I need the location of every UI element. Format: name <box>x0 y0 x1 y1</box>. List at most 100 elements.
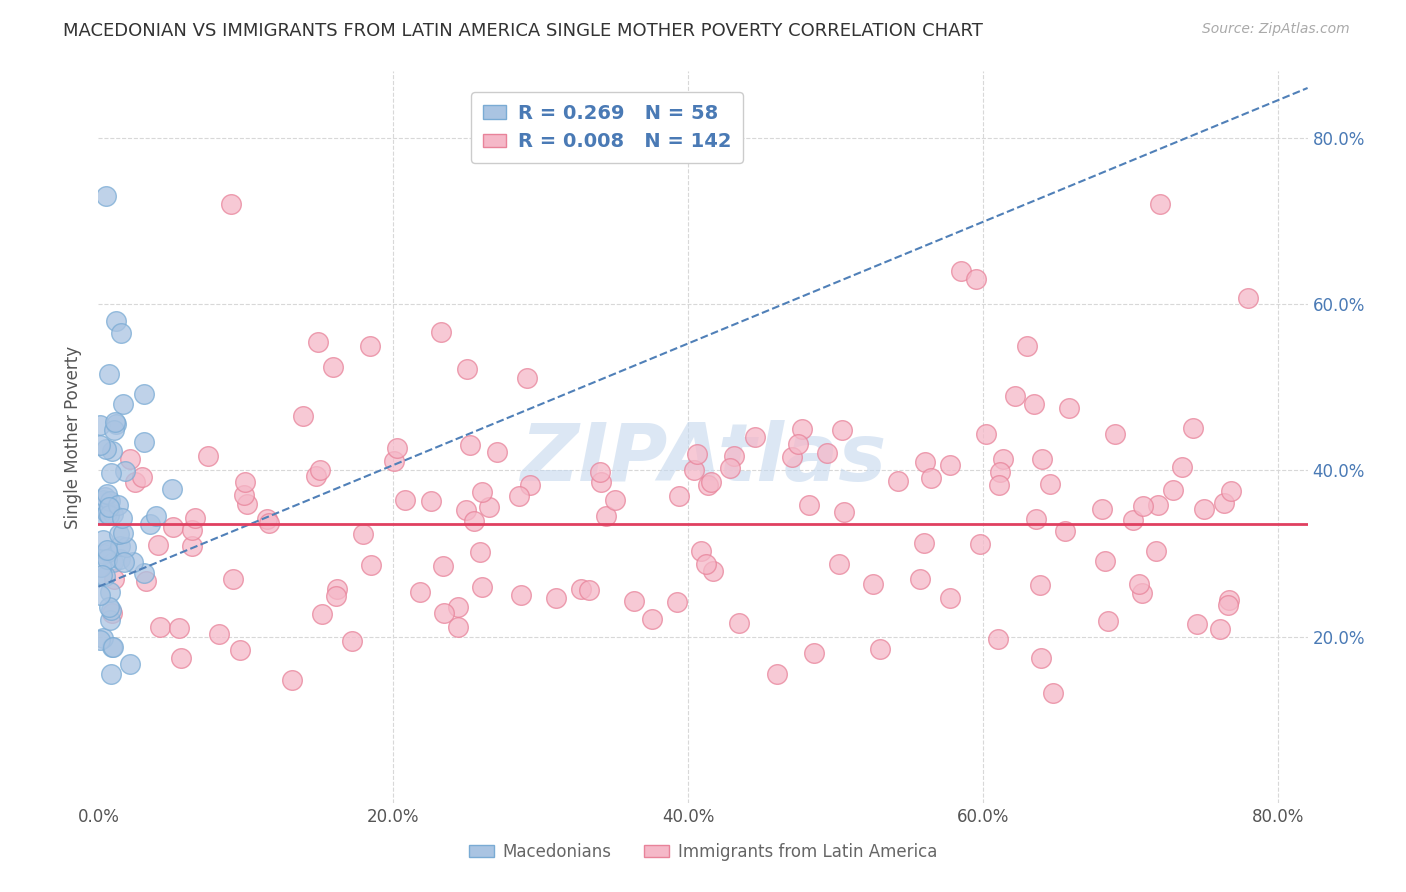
Point <box>456 362 478 376</box>
Point <box>181 540 204 554</box>
Point <box>170 651 193 665</box>
Point <box>1091 501 1114 516</box>
Point <box>326 582 349 597</box>
Point <box>950 264 973 278</box>
Point <box>832 505 855 519</box>
Point <box>912 536 935 550</box>
Point <box>765 667 787 681</box>
Point <box>447 620 470 634</box>
Point <box>112 556 135 570</box>
Text: MACEDONIAN VS IMMIGRANTS FROM LATIN AMERICA SINGLE MOTHER POVERTY CORRELATION CH: MACEDONIAN VS IMMIGRANTS FROM LATIN AMER… <box>63 22 983 40</box>
Point <box>132 435 155 450</box>
Point <box>394 493 416 508</box>
Point <box>595 509 617 524</box>
Point <box>281 673 304 687</box>
Point <box>256 511 278 525</box>
Point <box>433 606 456 620</box>
Point <box>105 417 128 431</box>
Point <box>780 450 803 464</box>
Point <box>96 543 118 558</box>
Point <box>98 613 121 627</box>
Point <box>107 498 129 512</box>
Point <box>965 272 987 286</box>
Point <box>1094 554 1116 568</box>
Point <box>1059 401 1081 415</box>
Point <box>112 397 135 411</box>
Point <box>1144 543 1167 558</box>
Point <box>623 594 645 608</box>
Point <box>89 417 111 432</box>
Point <box>100 467 122 481</box>
Point <box>589 465 612 479</box>
Point <box>98 585 121 599</box>
Point <box>93 533 115 548</box>
Point <box>359 339 381 353</box>
Point <box>103 573 125 587</box>
Point <box>197 449 219 463</box>
Point <box>98 493 121 508</box>
Point <box>104 416 127 430</box>
Point <box>516 370 538 384</box>
Point <box>1218 593 1240 607</box>
Point <box>1147 498 1170 512</box>
Point <box>803 646 825 660</box>
Point <box>93 490 115 504</box>
Point <box>236 496 259 510</box>
Point <box>115 541 138 555</box>
Point <box>1128 576 1150 591</box>
Point <box>97 367 120 381</box>
Point <box>233 475 256 490</box>
Point <box>229 643 252 657</box>
Point <box>589 475 612 489</box>
Point <box>219 197 242 211</box>
Point <box>91 493 114 508</box>
Point <box>382 454 405 468</box>
Point <box>89 508 111 522</box>
Point <box>94 442 117 456</box>
Point <box>914 455 936 469</box>
Point <box>1097 615 1119 629</box>
Point <box>485 445 508 459</box>
Point <box>454 503 477 517</box>
Point <box>869 642 891 657</box>
Point <box>1024 396 1046 410</box>
Point <box>1187 617 1209 632</box>
Point <box>790 422 813 436</box>
Point <box>184 510 207 524</box>
Point <box>1029 578 1052 592</box>
Point <box>1219 483 1241 498</box>
Point <box>89 588 111 602</box>
Point <box>1004 388 1026 402</box>
Point <box>641 612 664 626</box>
Point <box>409 585 432 599</box>
Point <box>471 485 494 500</box>
Point <box>727 616 749 631</box>
Point <box>180 524 202 538</box>
Legend: Macedonians, Immigrants from Latin America: Macedonians, Immigrants from Latin Ameri… <box>463 837 943 868</box>
Point <box>862 576 884 591</box>
Point <box>828 557 851 571</box>
Point <box>124 475 146 489</box>
Point <box>311 607 333 621</box>
Point <box>668 489 690 503</box>
Point <box>976 427 998 442</box>
Point <box>702 565 724 579</box>
Point <box>1237 291 1260 305</box>
Point <box>723 449 745 463</box>
Point <box>160 482 183 496</box>
Point <box>110 552 132 566</box>
Point <box>815 446 838 460</box>
Point <box>148 620 170 634</box>
Point <box>101 507 124 521</box>
Point <box>478 500 501 514</box>
Point <box>94 568 117 582</box>
Point <box>222 572 245 586</box>
Point <box>1171 460 1194 475</box>
Point <box>114 465 136 479</box>
Point <box>135 574 157 588</box>
Point <box>1122 512 1144 526</box>
Point <box>93 548 115 562</box>
Point <box>938 458 960 472</box>
Y-axis label: Single Mother Poverty: Single Mother Poverty <box>65 345 83 529</box>
Point <box>305 468 328 483</box>
